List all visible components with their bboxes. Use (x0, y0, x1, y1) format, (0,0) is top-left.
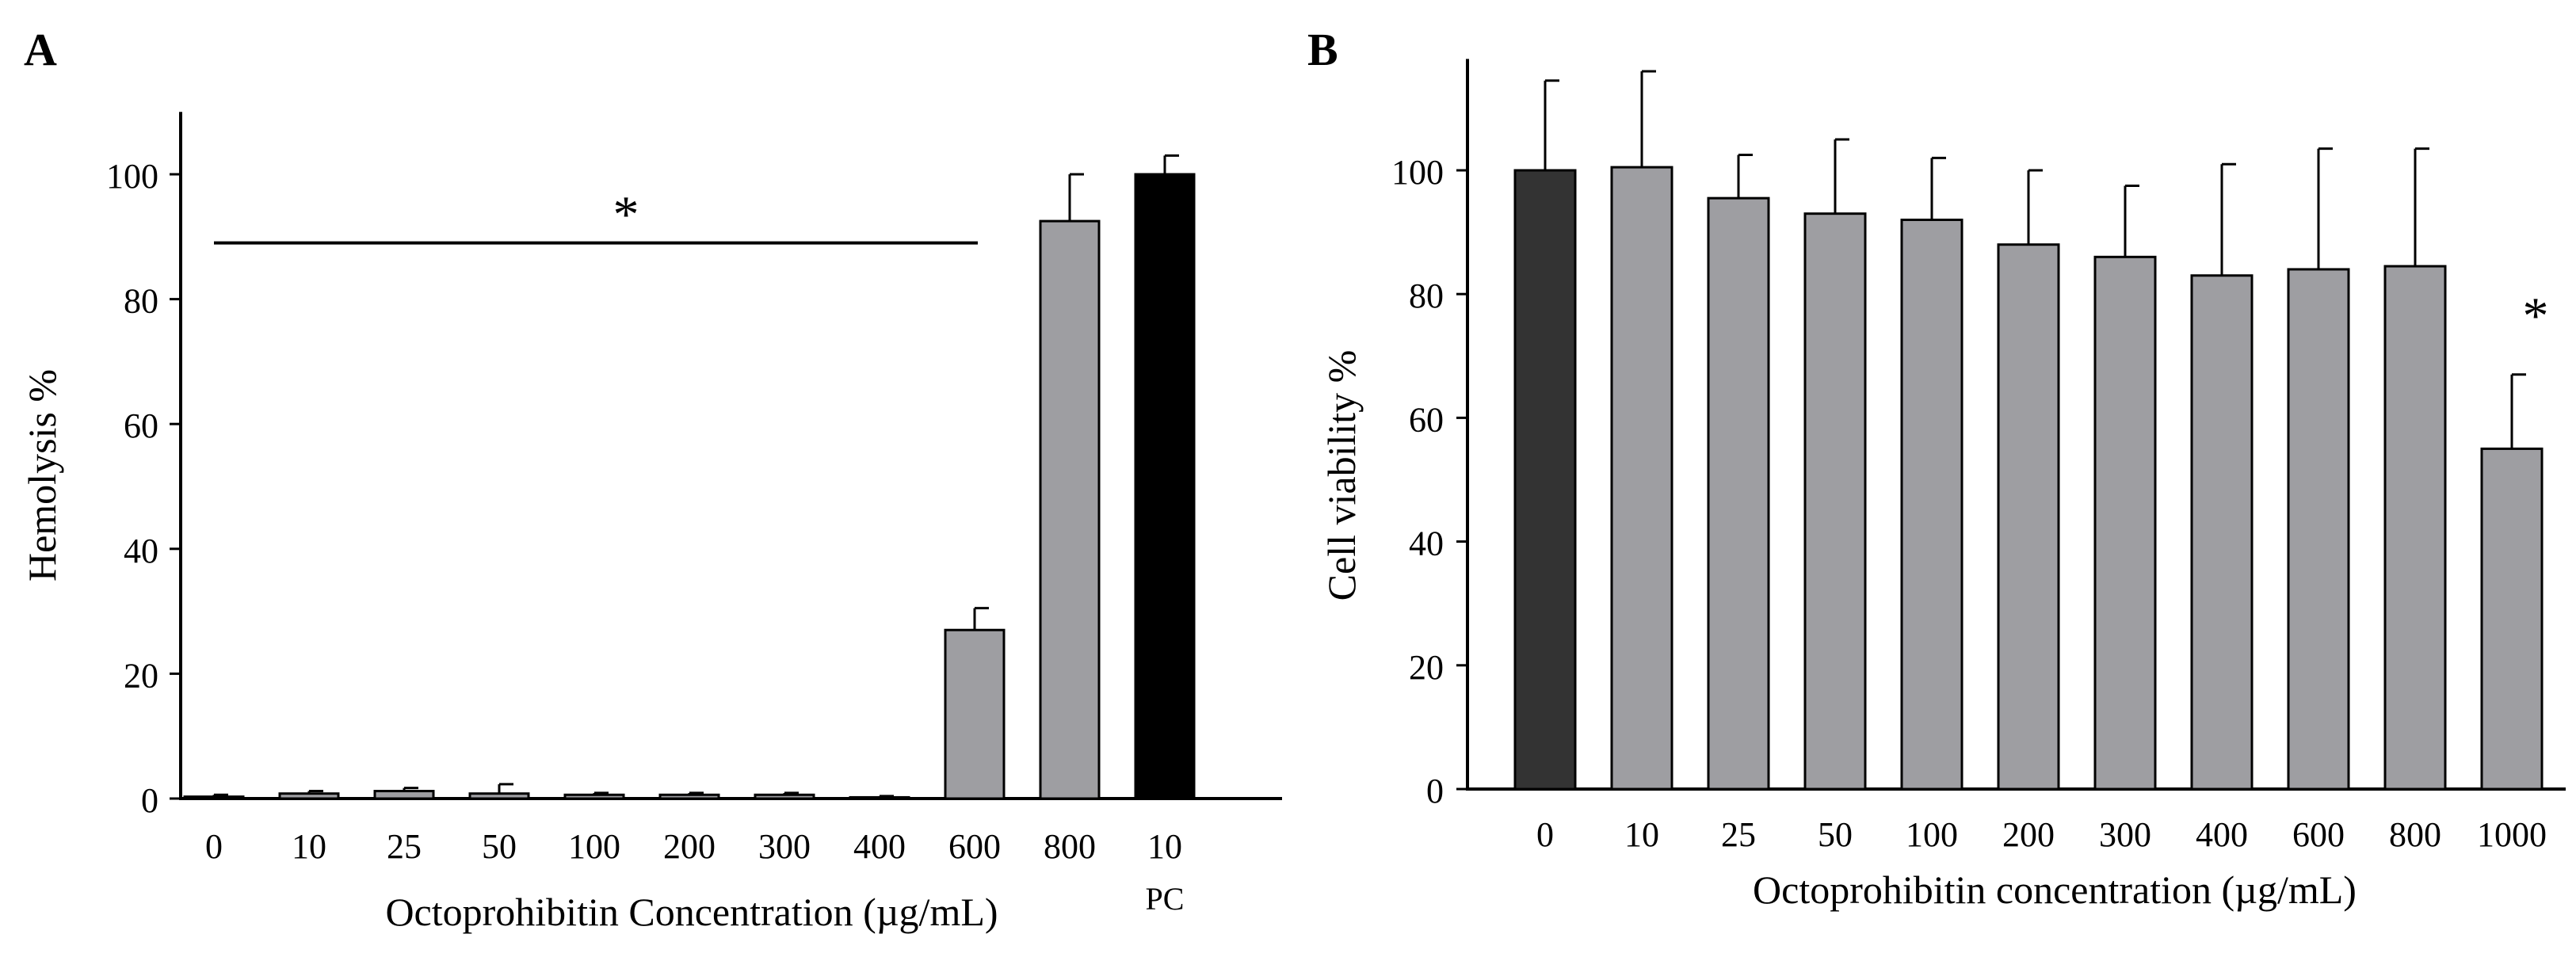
panel-b-category-label: 300 (2099, 815, 2151, 854)
panel-a-category-label: 800 (1044, 827, 1096, 866)
panel-b-category-label: 800 (2389, 815, 2441, 854)
panel-b-category-label: 400 (2196, 815, 2248, 854)
panel-b-category-label: 0 (1536, 815, 1554, 854)
panel-a-letter: A (24, 24, 57, 75)
panel-a-category-label: 300 (758, 827, 811, 866)
panel-a-category-label: 100 (568, 827, 620, 866)
panel-b-bar (2480, 447, 2544, 791)
panel-b-category-label: 200 (2002, 815, 2055, 854)
panel-a-category-label: 400 (853, 827, 906, 866)
panel-a-category-label: 200 (663, 827, 716, 866)
panel-b-bar (1803, 212, 1867, 791)
panel-b-y-tick-label: 0 (1426, 772, 1444, 810)
panel-a-bar (1134, 173, 1196, 800)
panel-a-bar (183, 795, 245, 800)
panel-b-bar (2190, 274, 2254, 791)
panel-a-y-tick-label: 100 (106, 157, 158, 196)
panel-a-hemolysis-chart: A Hemolysis % Octoprohibitin Concentrati… (20, 24, 1282, 934)
panel-a-bar (658, 793, 720, 800)
panel-b-bar (1997, 243, 2060, 791)
panel-b-category-label: 600 (2292, 815, 2345, 854)
panel-b-y-tick-label: 60 (1409, 400, 1444, 439)
panel-b-y-tick-label: 20 (1409, 648, 1444, 687)
panel-a-y-tick-label: 80 (124, 282, 158, 321)
panel-b-bar (1900, 218, 1963, 791)
panel-a-category-label: 600 (948, 827, 1001, 866)
panel-b-y-tick-label: 40 (1409, 524, 1444, 563)
panel-b-y-tick-label: 80 (1409, 276, 1444, 315)
panel-a-y-axis-label: Hemolysis % (20, 369, 64, 581)
panel-b-y-axis-label: Cell viability % (1319, 350, 1364, 601)
panel-a-bar (563, 793, 625, 800)
panel-b-bar (1707, 196, 1770, 791)
panel-a-bar (754, 793, 815, 800)
panel-b-category-label: 1000 (2477, 815, 2547, 854)
panel-a-category-label: 25 (387, 827, 422, 866)
panel-a-category-label: 10 (292, 827, 326, 866)
panel-a-y-tick-label: 20 (124, 656, 158, 695)
panel-b-x-axis-label: Octoprohibitin concentration (µg/mL) (1753, 867, 2357, 912)
panel-a-bar (1039, 219, 1101, 800)
panel-b-letter: B (1307, 24, 1338, 75)
panel-a-y-tick-label: 40 (124, 532, 158, 570)
panel-a-bar (468, 792, 530, 800)
panel-b-bar (2383, 265, 2447, 791)
panel-b-cell-viability-chart: B Cell viability % Octoprohibitin concen… (1307, 24, 2566, 912)
panel-b-category-label: 10 (1624, 815, 1659, 854)
panel-a-category-label: 50 (482, 827, 517, 866)
panel-a-significance-star: * (613, 186, 639, 244)
panel-a-bar (278, 792, 340, 800)
panel-b-bar (1610, 166, 1673, 791)
panel-a-category-sublabel: PC (1146, 881, 1185, 917)
panel-a-category-label: 0 (205, 827, 223, 866)
panel-b-significance-star: * (2523, 288, 2549, 345)
panel-b-bar (2093, 255, 2157, 791)
panel-a-bar (373, 790, 435, 800)
panel-a-category-label: 10 (1147, 827, 1182, 866)
panel-a-y-tick-label: 60 (124, 406, 158, 445)
panel-b-y-tick-label: 100 (1391, 153, 1444, 192)
panel-b-category-label: 25 (1721, 815, 1756, 854)
panel-b-bar (2287, 268, 2350, 791)
panel-b-bar (1513, 169, 1577, 791)
panel-a-x-axis-label: Octoprohibitin Concentration (µg/mL) (385, 890, 998, 934)
panel-b-category-label: 100 (1906, 815, 1958, 854)
panel-a-bar (849, 795, 910, 800)
panel-a-y-tick-label: 0 (141, 781, 158, 820)
panel-a-bar (944, 628, 1006, 800)
panel-b-category-label: 50 (1818, 815, 1853, 854)
